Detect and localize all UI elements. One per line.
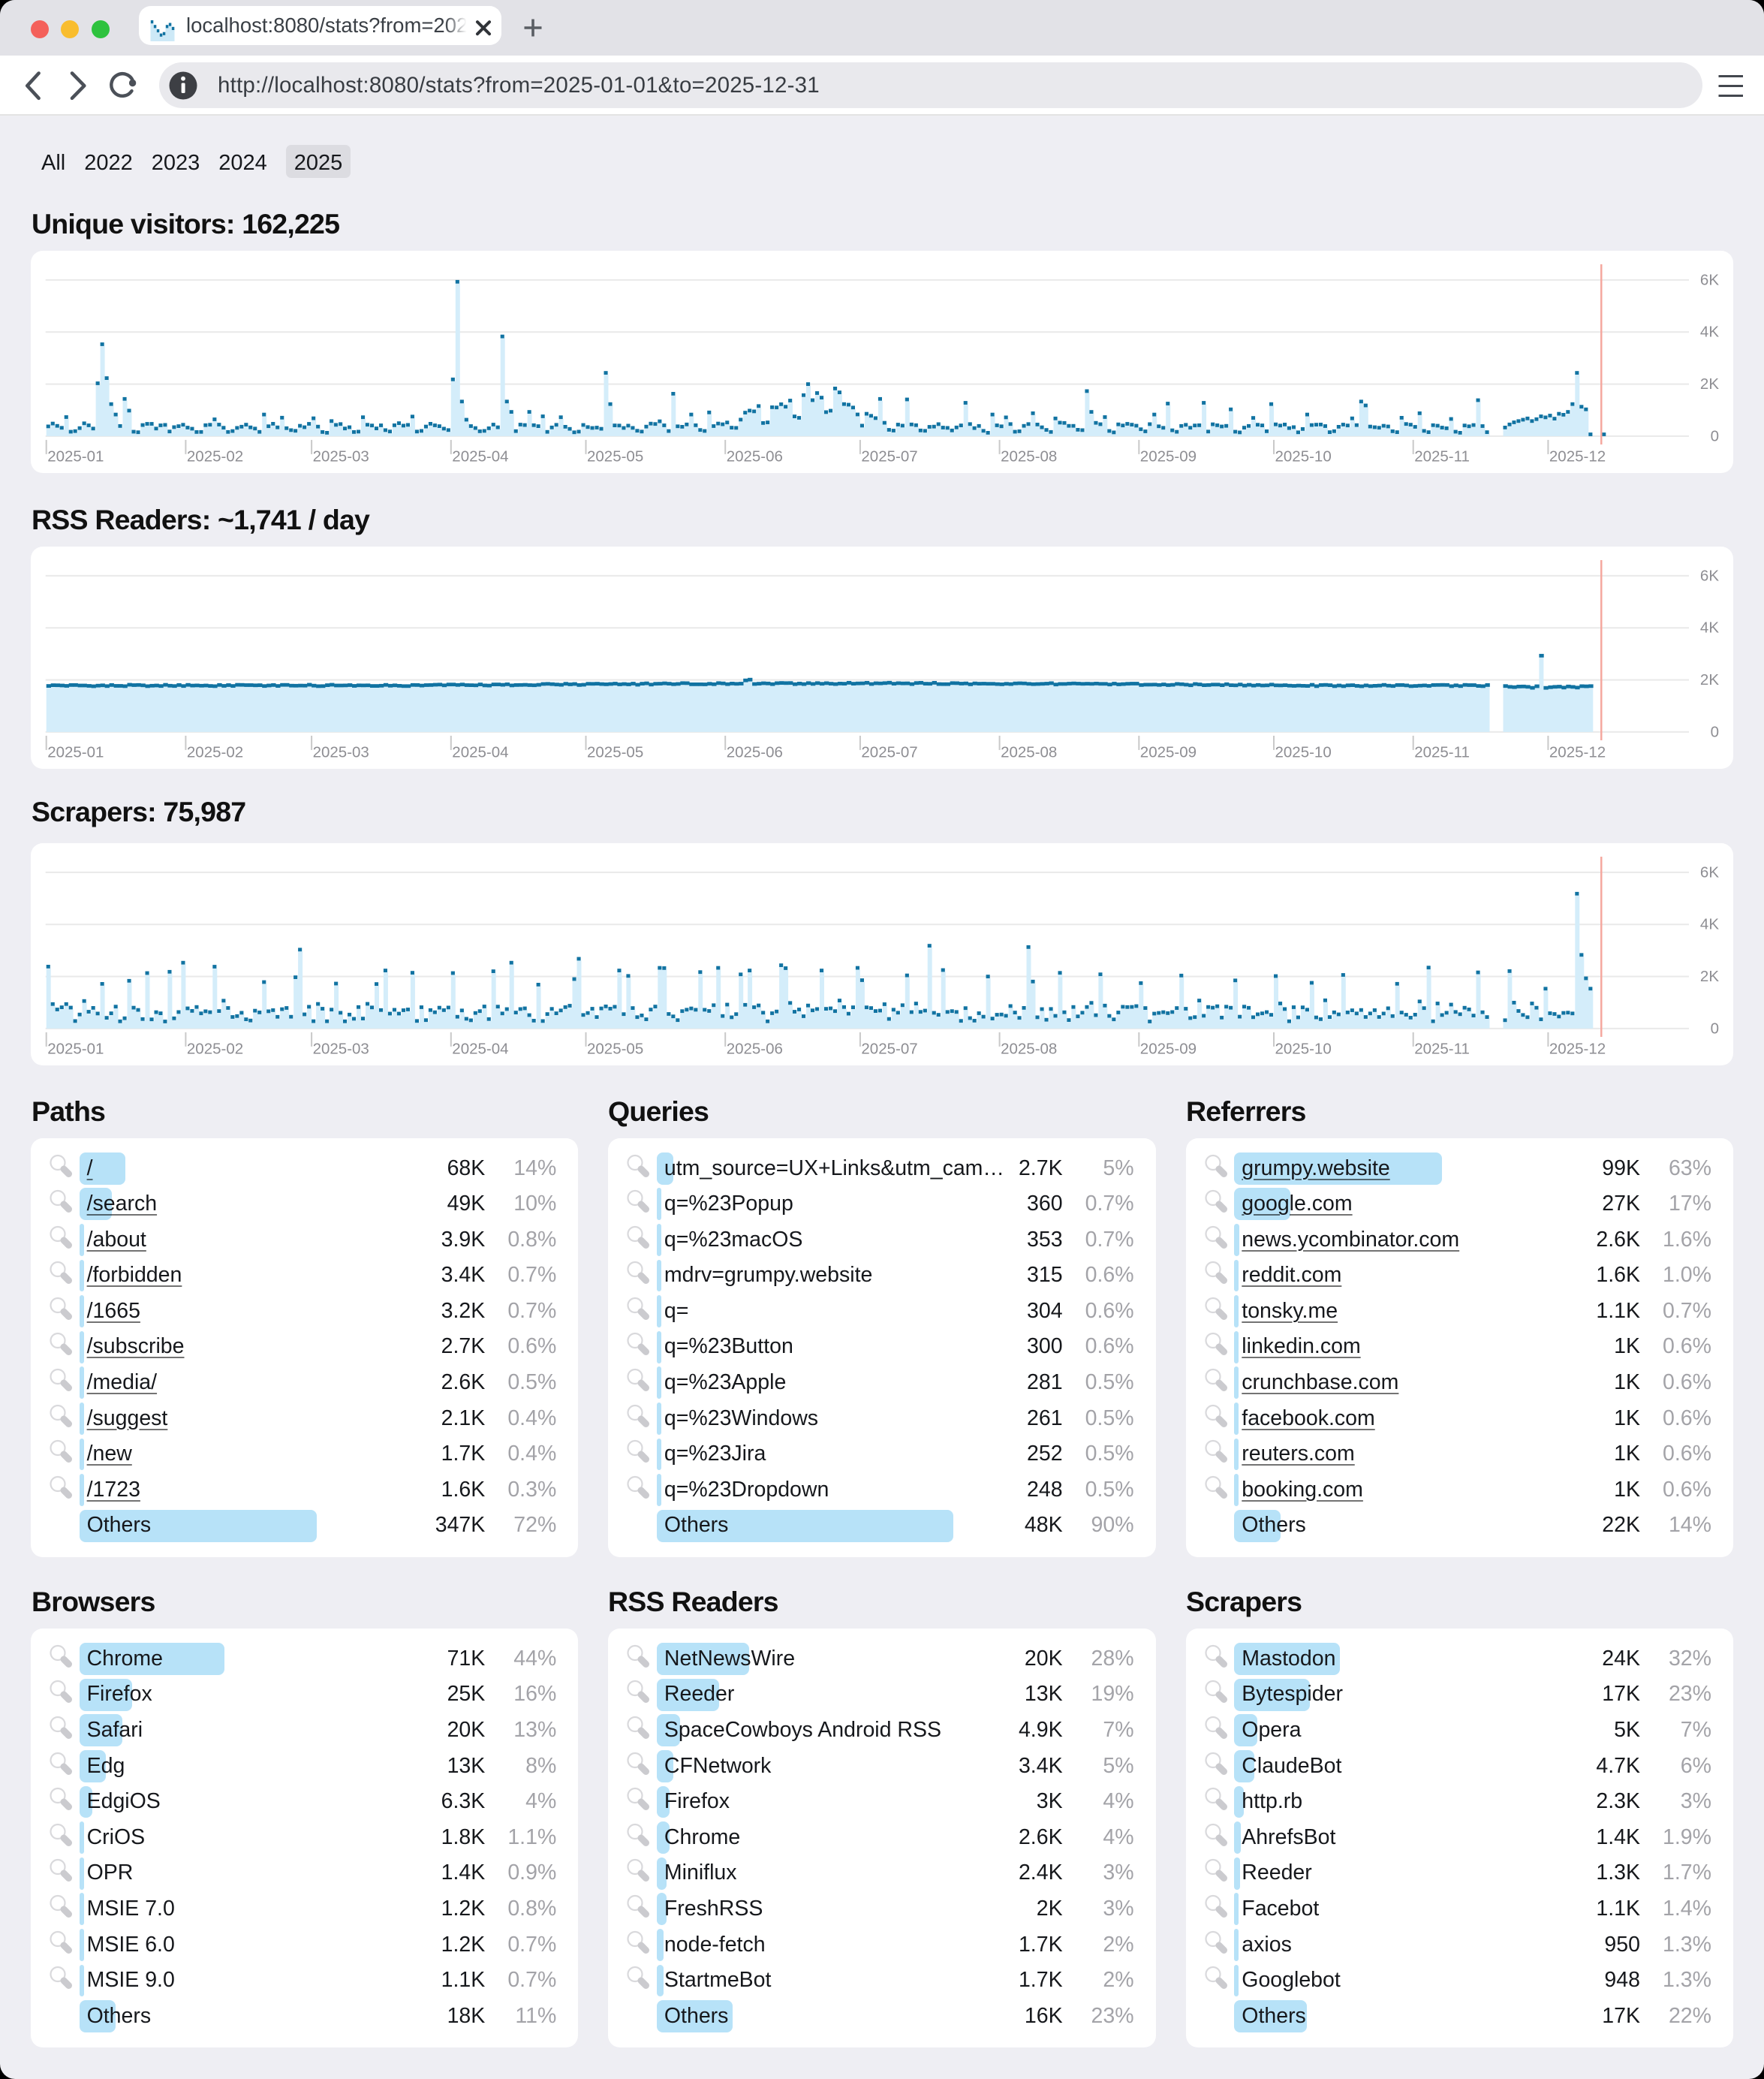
svg-text:2025-01: 2025-01: [47, 1040, 104, 1057]
svg-text:2025-08: 2025-08: [1001, 447, 1057, 465]
svg-text:2025-04: 2025-04: [452, 447, 508, 465]
svg-text:2025-12: 2025-12: [1549, 743, 1606, 761]
svg-text:2025-02: 2025-02: [187, 743, 243, 761]
svg-text:2025-05: 2025-05: [587, 1040, 643, 1057]
svg-text:2025-05: 2025-05: [587, 447, 643, 465]
svg-text:4K: 4K: [1700, 323, 1719, 340]
svg-text:2025-07: 2025-07: [861, 743, 917, 761]
svg-text:2025-03: 2025-03: [313, 1040, 369, 1057]
svg-text:2025-11: 2025-11: [1414, 447, 1470, 465]
svg-text:2025-01: 2025-01: [47, 447, 104, 465]
svg-text:2025-06: 2025-06: [727, 743, 783, 761]
svg-text:2025-10: 2025-10: [1275, 1040, 1332, 1057]
svg-text:2025-02: 2025-02: [187, 1040, 243, 1057]
svg-text:2025-04: 2025-04: [452, 1040, 508, 1057]
svg-text:2025-08: 2025-08: [1001, 743, 1057, 761]
svg-text:2025-04: 2025-04: [452, 743, 508, 761]
svg-text:2025-03: 2025-03: [313, 743, 369, 761]
svg-text:2025-10: 2025-10: [1275, 447, 1332, 465]
svg-text:2025-08: 2025-08: [1001, 1040, 1057, 1057]
svg-text:2025-01: 2025-01: [47, 743, 104, 761]
svg-text:2025-12: 2025-12: [1549, 1040, 1606, 1057]
svg-text:0: 0: [1711, 1020, 1719, 1037]
svg-text:4K: 4K: [1700, 619, 1719, 636]
svg-text:6K: 6K: [1700, 863, 1719, 881]
svg-text:2025-02: 2025-02: [187, 447, 243, 465]
svg-text:2025-05: 2025-05: [587, 743, 643, 761]
svg-text:2025-06: 2025-06: [727, 1040, 783, 1057]
svg-text:2025-07: 2025-07: [861, 447, 917, 465]
svg-text:2025-06: 2025-06: [727, 447, 783, 465]
svg-text:6K: 6K: [1700, 567, 1719, 584]
svg-text:0: 0: [1711, 723, 1719, 740]
svg-text:2025-07: 2025-07: [861, 1040, 917, 1057]
svg-text:2025-11: 2025-11: [1414, 1040, 1470, 1057]
svg-text:0: 0: [1711, 427, 1719, 444]
svg-text:6K: 6K: [1700, 271, 1719, 288]
svg-text:2025-12: 2025-12: [1549, 447, 1606, 465]
svg-text:2K: 2K: [1700, 968, 1719, 985]
svg-text:2025-03: 2025-03: [313, 447, 369, 465]
svg-text:2K: 2K: [1700, 671, 1719, 688]
svg-text:2025-11: 2025-11: [1414, 743, 1470, 761]
svg-text:2025-10: 2025-10: [1275, 743, 1332, 761]
svg-text:2025-09: 2025-09: [1140, 743, 1197, 761]
svg-text:2025-09: 2025-09: [1140, 447, 1197, 465]
svg-text:2K: 2K: [1700, 375, 1719, 393]
svg-text:4K: 4K: [1700, 916, 1719, 933]
svg-text:2025-09: 2025-09: [1140, 1040, 1197, 1057]
